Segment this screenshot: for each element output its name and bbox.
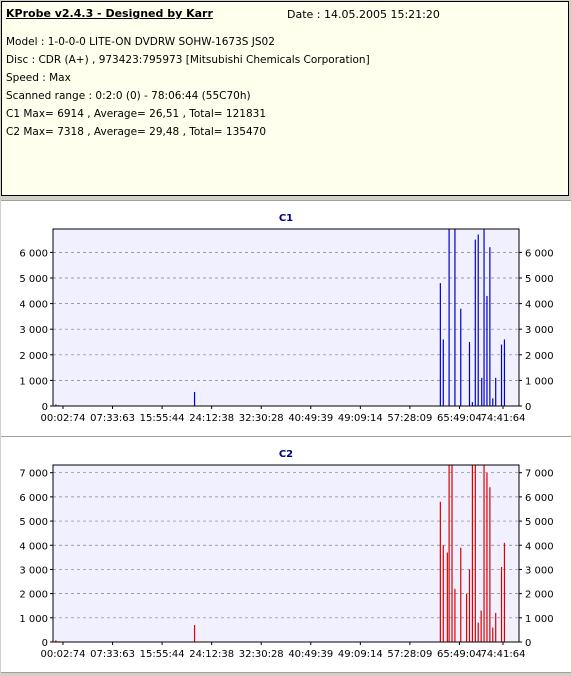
x-tick-label: 32:30:28 — [239, 649, 284, 660]
c2-chart: C2 0 0 1 000 1 000 2 000 2 000 3 000 3 000 4 000 4… — [19, 449, 554, 660]
chart-title: C2 — [279, 449, 293, 460]
y-tick-label-right: 0 — [525, 402, 531, 413]
y-tick-label-right: 1 000 — [525, 376, 554, 387]
y-tick-label-right: 3 000 — [525, 565, 554, 576]
info-line-disc: Disc : CDR (A+) , 973423:795973 [Mitsubi… — [6, 54, 370, 66]
y-tick-label-left: 6 000 — [19, 248, 48, 259]
y-tick-label-left: 2 000 — [19, 351, 48, 362]
info-line-c2-stats: C2 Max= 7318 , Average= 29,48 , Total= 1… — [6, 126, 266, 138]
y-tick-label-left: 2 000 — [19, 590, 48, 601]
y-tick-label-right: 4 000 — [525, 541, 554, 552]
info-panel: KProbe v2.4.3 - Designed by Karr Date : … — [1, 1, 569, 196]
x-tick-label: 40:49:39 — [288, 649, 333, 660]
y-tick-label-left: 5 000 — [19, 517, 48, 528]
y-tick-label-left: 7 000 — [19, 469, 48, 480]
c2-chart-panel: C2 0 0 1 000 1 000 2 000 2 000 3 000 3 000 4 000 4… — [1, 436, 571, 673]
plot-border — [52, 228, 520, 407]
info-line-range: Scanned range : 0:2:0 (0) - 78:06:44 (55… — [6, 90, 251, 102]
y-tick-label-left: 3 000 — [19, 325, 48, 336]
info-line-c1-stats: C1 Max= 6914 , Average= 26,51 , Total= 1… — [6, 108, 266, 120]
x-tick-label: 74:41:64 — [481, 649, 526, 660]
plot-area — [53, 465, 519, 642]
y-tick-label-right: 3 000 — [525, 325, 554, 336]
y-tick-label-right: 6 000 — [525, 248, 554, 259]
y-tick-label-left: 1 000 — [19, 376, 48, 387]
x-tick-label: 15:55:44 — [140, 413, 185, 424]
y-tick-label-right: 2 000 — [525, 590, 554, 601]
x-tick-label: 49:09:14 — [338, 649, 383, 660]
y-tick-label-right: 7 000 — [525, 469, 554, 480]
y-tick-label-left: 4 000 — [19, 300, 48, 311]
x-tick-label: 24:12:38 — [189, 413, 234, 424]
x-tick-label: 07:33:63 — [90, 649, 135, 660]
y-tick-label-right: 6 000 — [525, 493, 554, 504]
info-line-speed: Speed : Max — [6, 72, 71, 84]
c1-chart: C1 0 0 1 000 1 000 2 000 2 000 3 000 3 000 4 000 4… — [19, 213, 554, 424]
y-tick-label-left: 6 000 — [19, 493, 48, 504]
y-tick-label-right: 1 000 — [525, 614, 554, 625]
y-tick-label-right: 0 — [525, 638, 531, 649]
y-tick-label-right: 4 000 — [525, 300, 554, 311]
y-tick-label-left: 0 — [42, 402, 48, 413]
c1-chart-panel: C1 0 0 1 000 1 000 2 000 2 000 3 000 3 000 4 000 4… — [1, 200, 571, 437]
x-tick-label: 07:33:63 — [90, 413, 135, 424]
chart-title: C1 — [279, 213, 293, 224]
plot-area — [53, 229, 519, 406]
y-tick-label-right: 5 000 — [525, 517, 554, 528]
app-title: KProbe v2.4.3 - Designed by Karr — [6, 7, 213, 20]
y-tick-label-left: 4 000 — [19, 541, 48, 552]
x-tick-label: 49:09:14 — [338, 413, 383, 424]
scan-date: Date : 14.05.2005 15:21:20 — [287, 8, 440, 21]
x-tick-label: 00:02:74 — [41, 413, 86, 424]
plot-border — [52, 464, 520, 643]
info-line-model: Model : 1-0-0-0 LITE-ON DVDRW SOHW-1673S… — [6, 36, 275, 48]
x-tick-label: 15:55:44 — [140, 649, 185, 660]
y-tick-label-right: 2 000 — [525, 351, 554, 362]
y-tick-label-left: 3 000 — [19, 565, 48, 576]
y-tick-label-left: 5 000 — [19, 274, 48, 285]
x-tick-label: 65:49:04 — [437, 413, 482, 424]
x-tick-label: 57:28:09 — [387, 413, 432, 424]
x-tick-label: 40:49:39 — [288, 413, 333, 424]
x-tick-label: 32:30:28 — [239, 413, 284, 424]
x-tick-label: 65:49:04 — [437, 649, 482, 660]
y-tick-label-left: 0 — [42, 638, 48, 649]
x-tick-label: 24:12:38 — [189, 649, 234, 660]
x-tick-label: 00:02:74 — [41, 649, 86, 660]
x-tick-label: 57:28:09 — [387, 649, 432, 660]
x-tick-label: 74:41:64 — [481, 413, 526, 424]
y-tick-label-left: 1 000 — [19, 614, 48, 625]
y-tick-label-right: 5 000 — [525, 274, 554, 285]
